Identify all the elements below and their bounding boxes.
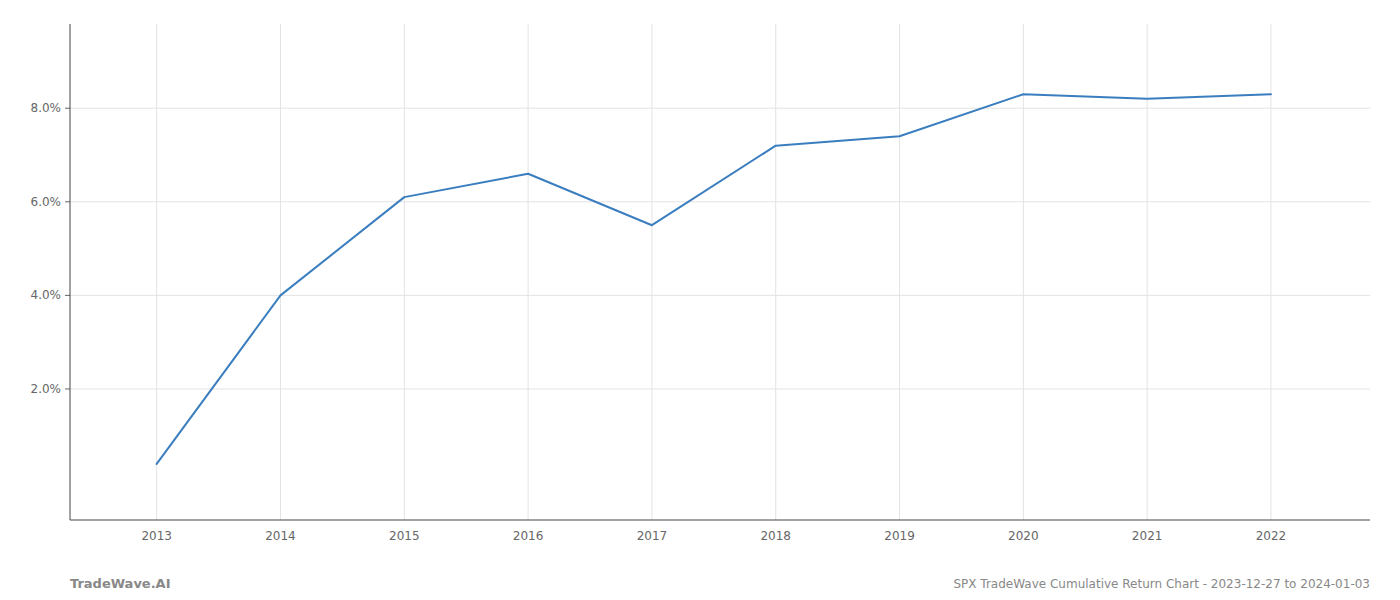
x-tick-label: 2015 xyxy=(389,529,420,543)
x-tick-label: 2021 xyxy=(1132,529,1163,543)
page: {"chart_data": {"type": "line", "title":… xyxy=(0,0,1400,600)
x-grid-line xyxy=(651,24,652,520)
x-tick-label: 2022 xyxy=(1256,529,1287,543)
x-tick-label: 2018 xyxy=(760,529,791,543)
y-grid-line xyxy=(70,108,1370,109)
y-tick-label: 6.0% xyxy=(31,195,62,209)
chart-container: 2.0% 4.0% 6.0% 8.0% 2013 2014 2015 2016 2017 2018… xyxy=(0,0,1400,600)
y-tick-label: 8.0% xyxy=(31,101,62,115)
title: SPX TradeWave Cumulative Return Chart - … xyxy=(953,577,1370,591)
x-grid-line xyxy=(899,24,900,520)
x-grid-line xyxy=(1270,24,1271,520)
x-axis-line xyxy=(70,520,1370,521)
x-tick-label: 2019 xyxy=(884,529,915,543)
y-grid-line xyxy=(70,388,1370,389)
chart: 2.0% 4.0% 6.0% 8.0% 2013 2014 2015 2016 2017 2018… xyxy=(0,0,1400,600)
x-tick-label: 2020 xyxy=(1008,529,1039,543)
y-tick xyxy=(65,388,70,389)
x-tick-label: 2013 xyxy=(141,529,172,543)
x-grid-line xyxy=(404,24,405,520)
y-tick xyxy=(65,201,70,202)
y-tick xyxy=(65,108,70,109)
y-tick-label: 4.0% xyxy=(31,288,62,302)
y-tick-label: 2.0% xyxy=(31,382,62,396)
x-tick-label: 2016 xyxy=(513,529,544,543)
y-axis-line xyxy=(70,24,71,520)
watermark: TradeWave.AI xyxy=(70,576,171,591)
y-grid-line xyxy=(70,295,1370,296)
line xyxy=(157,94,1271,464)
x-grid-line xyxy=(280,24,281,520)
x-tick-label: 2017 xyxy=(637,529,668,543)
x-tick-label: 2014 xyxy=(265,529,296,543)
x-grid-line xyxy=(156,24,157,520)
x-grid-line xyxy=(1023,24,1024,520)
grid xyxy=(70,24,1370,520)
y-tick xyxy=(65,295,70,296)
x-grid-line xyxy=(775,24,776,520)
axes: 2.0% 4.0% 6.0% 8.0% 2013 2014 2015 2016 2017 2018… xyxy=(31,24,1371,543)
plot-area xyxy=(157,94,1271,464)
y-grid-line xyxy=(70,201,1370,202)
x-grid-line xyxy=(528,24,529,520)
